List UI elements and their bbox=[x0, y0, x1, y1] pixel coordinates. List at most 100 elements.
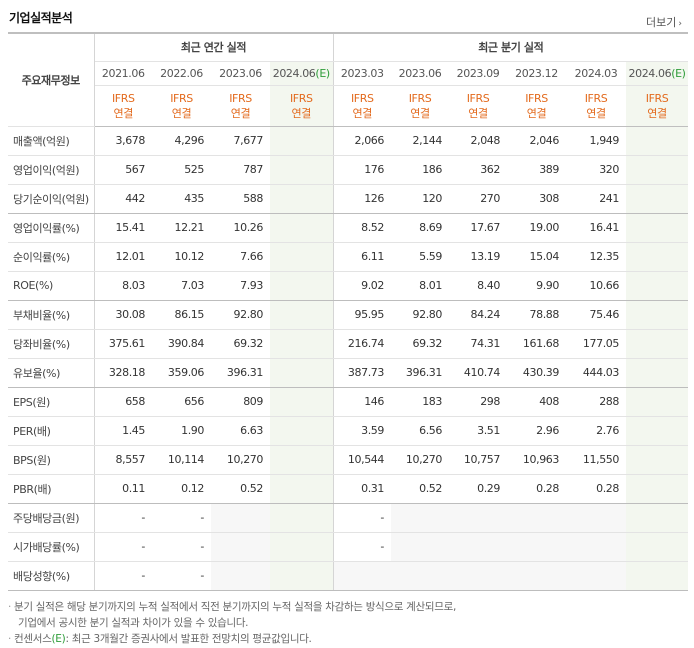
table-cell bbox=[270, 184, 333, 214]
table-cell: 15.41 bbox=[94, 213, 152, 243]
table-cell bbox=[566, 561, 626, 591]
table-cell bbox=[626, 271, 689, 301]
table-cell: 328.18 bbox=[94, 358, 152, 388]
ifrs-basis-header: IFRS 연결 bbox=[507, 85, 566, 127]
row-label: ROE(%) bbox=[8, 271, 95, 301]
more-link[interactable]: 더보기 › bbox=[646, 14, 682, 30]
table-cell: 95.95 bbox=[332, 300, 391, 330]
table-cell: 10,270 bbox=[391, 445, 449, 475]
table-cell: 177.05 bbox=[566, 329, 626, 359]
table-cell: 13.19 bbox=[449, 242, 507, 272]
table-cell: 7.03 bbox=[152, 271, 211, 301]
row-label: 매출액(억원) bbox=[8, 126, 95, 156]
table-cell: 10.66 bbox=[566, 271, 626, 301]
table-cell: 92.80 bbox=[391, 300, 449, 330]
table-cell: 396.31 bbox=[211, 358, 270, 388]
table-cell: 69.32 bbox=[211, 329, 270, 359]
table-cell: 12.35 bbox=[566, 242, 626, 272]
table-cell: 656 bbox=[152, 387, 211, 417]
period-header: 2023.09 bbox=[449, 61, 507, 86]
table-row: 배당성향(%) - - bbox=[8, 561, 689, 591]
table-cell: 9.90 bbox=[507, 271, 566, 301]
row-label: 배당성향(%) bbox=[8, 561, 95, 591]
table-cell: 0.52 bbox=[211, 474, 270, 504]
estimate-mark: (E) bbox=[671, 66, 686, 80]
row-label: 주당배당금(원) bbox=[8, 503, 95, 533]
table-cell: 8,557 bbox=[94, 445, 152, 475]
table-cell: 2.96 bbox=[507, 416, 566, 446]
table-cell: 0.28 bbox=[566, 474, 626, 504]
table-cell bbox=[626, 416, 689, 446]
table-cell: 7.93 bbox=[211, 271, 270, 301]
table-cell: - bbox=[332, 532, 391, 562]
table-cell: 298 bbox=[449, 387, 507, 417]
table-cell bbox=[270, 155, 333, 185]
table-cell: 75.46 bbox=[566, 300, 626, 330]
table-cell: 5.59 bbox=[391, 242, 449, 272]
row-label: 당기순이익(억원) bbox=[8, 184, 95, 214]
table-cell: 8.69 bbox=[391, 213, 449, 243]
annual-group-header: 최근 연간 실적 bbox=[94, 32, 333, 62]
ifrs-basis-header: IFRS 연결 bbox=[152, 85, 211, 127]
table-cell: 161.68 bbox=[507, 329, 566, 359]
row-label: PER(배) bbox=[8, 416, 95, 446]
table-row: EPS(원) 658 656 809 146 183 298 408 288 bbox=[8, 387, 689, 417]
table-cell bbox=[626, 184, 689, 214]
table-cell bbox=[626, 532, 689, 562]
table-cell: 86.15 bbox=[152, 300, 211, 330]
row-label: PBR(배) bbox=[8, 474, 95, 504]
table-cell: 6.63 bbox=[211, 416, 270, 446]
period-header: 2023.06 bbox=[211, 61, 270, 86]
table-cell: 288 bbox=[566, 387, 626, 417]
table-cell bbox=[211, 561, 270, 591]
ifrs-basis-header: IFRS 연결 bbox=[211, 85, 270, 127]
table-cell: 4,296 bbox=[152, 126, 211, 156]
table-cell bbox=[332, 561, 391, 591]
table-cell: 7.66 bbox=[211, 242, 270, 272]
period-header: 2023.06 bbox=[391, 61, 449, 86]
row-label: EPS(원) bbox=[8, 387, 95, 417]
table-cell bbox=[270, 503, 333, 533]
table-cell: 15.04 bbox=[507, 242, 566, 272]
table-cell: 567 bbox=[94, 155, 152, 185]
more-label: 더보기 bbox=[646, 16, 677, 29]
table-cell bbox=[507, 561, 566, 591]
table-cell: 809 bbox=[211, 387, 270, 417]
table-cell bbox=[507, 503, 566, 533]
table-cell: 1.45 bbox=[94, 416, 152, 446]
footnote-2: · 컨센서스(E): 최근 3개월간 증권사에서 발표한 전망치의 평균값입니다. bbox=[8, 633, 312, 645]
ifrs-basis-header: IFRS 연결 bbox=[566, 85, 626, 127]
table-cell: 320 bbox=[566, 155, 626, 185]
table-row: PER(배) 1.45 1.90 6.63 3.59 6.56 3.51 2.96 2.76 bbox=[8, 416, 689, 446]
table-cell: 389 bbox=[507, 155, 566, 185]
ifrs-basis-header: IFRS 연결 bbox=[94, 85, 152, 127]
table-cell bbox=[449, 503, 507, 533]
table-row: 순이익률(%) 12.01 10.12 7.66 6.11 5.59 13.19 15.04 1… bbox=[8, 242, 689, 272]
ifrs-basis-header: IFRS 연결 bbox=[270, 85, 333, 127]
table-row: 영업이익(억원) 567 525 787 176 186 362 389 320 bbox=[8, 155, 689, 185]
table-cell: 2,048 bbox=[449, 126, 507, 156]
table-cell: 10,270 bbox=[211, 445, 270, 475]
table-cell: 8.40 bbox=[449, 271, 507, 301]
table-cell: 3.59 bbox=[332, 416, 391, 446]
table-cell bbox=[626, 561, 689, 591]
table-cell: - bbox=[332, 503, 391, 533]
table-cell: 0.29 bbox=[449, 474, 507, 504]
table-cell: 146 bbox=[332, 387, 391, 417]
table-cell: 3,678 bbox=[94, 126, 152, 156]
table-cell: 396.31 bbox=[391, 358, 449, 388]
table-row: 영업이익률(%) 15.41 12.21 10.26 8.52 8.69 17.67 19.0… bbox=[8, 213, 689, 243]
table-row: 매출액(억원) 3,678 4,296 7,677 2,066 2,144 2,048 2,0… bbox=[8, 126, 689, 156]
table-row: ROE(%) 8.03 7.03 7.93 9.02 8.01 8.40 9.90 10.66 bbox=[8, 271, 689, 301]
table-row: 시가배당률(%) - - - bbox=[8, 532, 689, 562]
table-cell: 0.11 bbox=[94, 474, 152, 504]
table-cell bbox=[270, 561, 333, 591]
table-cell bbox=[626, 126, 689, 156]
table-cell: 176 bbox=[332, 155, 391, 185]
table-cell: 444.03 bbox=[566, 358, 626, 388]
period-header: 2023.03 bbox=[332, 61, 391, 86]
table-cell: 390.84 bbox=[152, 329, 211, 359]
table-row: BPS(원) 8,557 10,114 10,270 10,544 10,270 10,75… bbox=[8, 445, 689, 475]
table-cell: 17.67 bbox=[449, 213, 507, 243]
table-cell: 10,544 bbox=[332, 445, 391, 475]
